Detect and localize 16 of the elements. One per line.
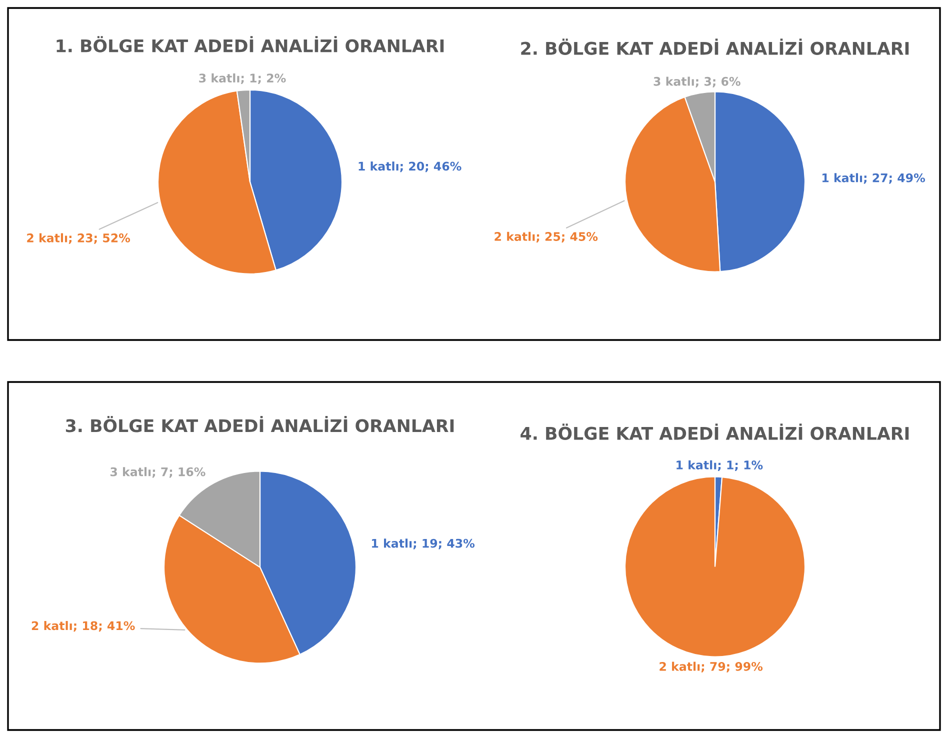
slice-label: 2 katlı; 23; 52% [27, 233, 130, 244]
slice-label: 1 katlı; 20; 46% [358, 162, 462, 172]
slice-label: 3 katlı; 7; 16% [110, 467, 206, 478]
chart-title: 4. BÖLGE KAT ADEDİ ANALİZİ ORANLARI [520, 424, 909, 440]
slice-label: 1 katlı; 19; 43% [372, 538, 475, 550]
chart-title: 1. BÖLGE KAT ADEDİ ANALİZİ ORANLARI [56, 36, 444, 52]
chart-title: 2. BÖLGE KAT ADEDİ ANALİZİ ORANLARI [521, 38, 909, 55]
pie-slice [624, 476, 806, 658]
slice-label: 3 katlı; 3; 6% [654, 76, 740, 88]
slice-label: 2 katlı; 18; 41% [32, 621, 135, 632]
chart-title: 3. BÖLGE KAT ADEDİ ANALİZİ ORANLARI [66, 416, 454, 432]
slice-label: 1 katlı; 1; 1% [676, 460, 763, 471]
slice-label: 1 katlı; 27; 49% [822, 173, 926, 184]
slice-label: 2 katlı; 25; 45% [494, 232, 598, 242]
slice-label: 2 katlı; 79; 99% [660, 662, 763, 672]
slice-label: 3 katlı; 1; 2% [199, 73, 286, 84]
